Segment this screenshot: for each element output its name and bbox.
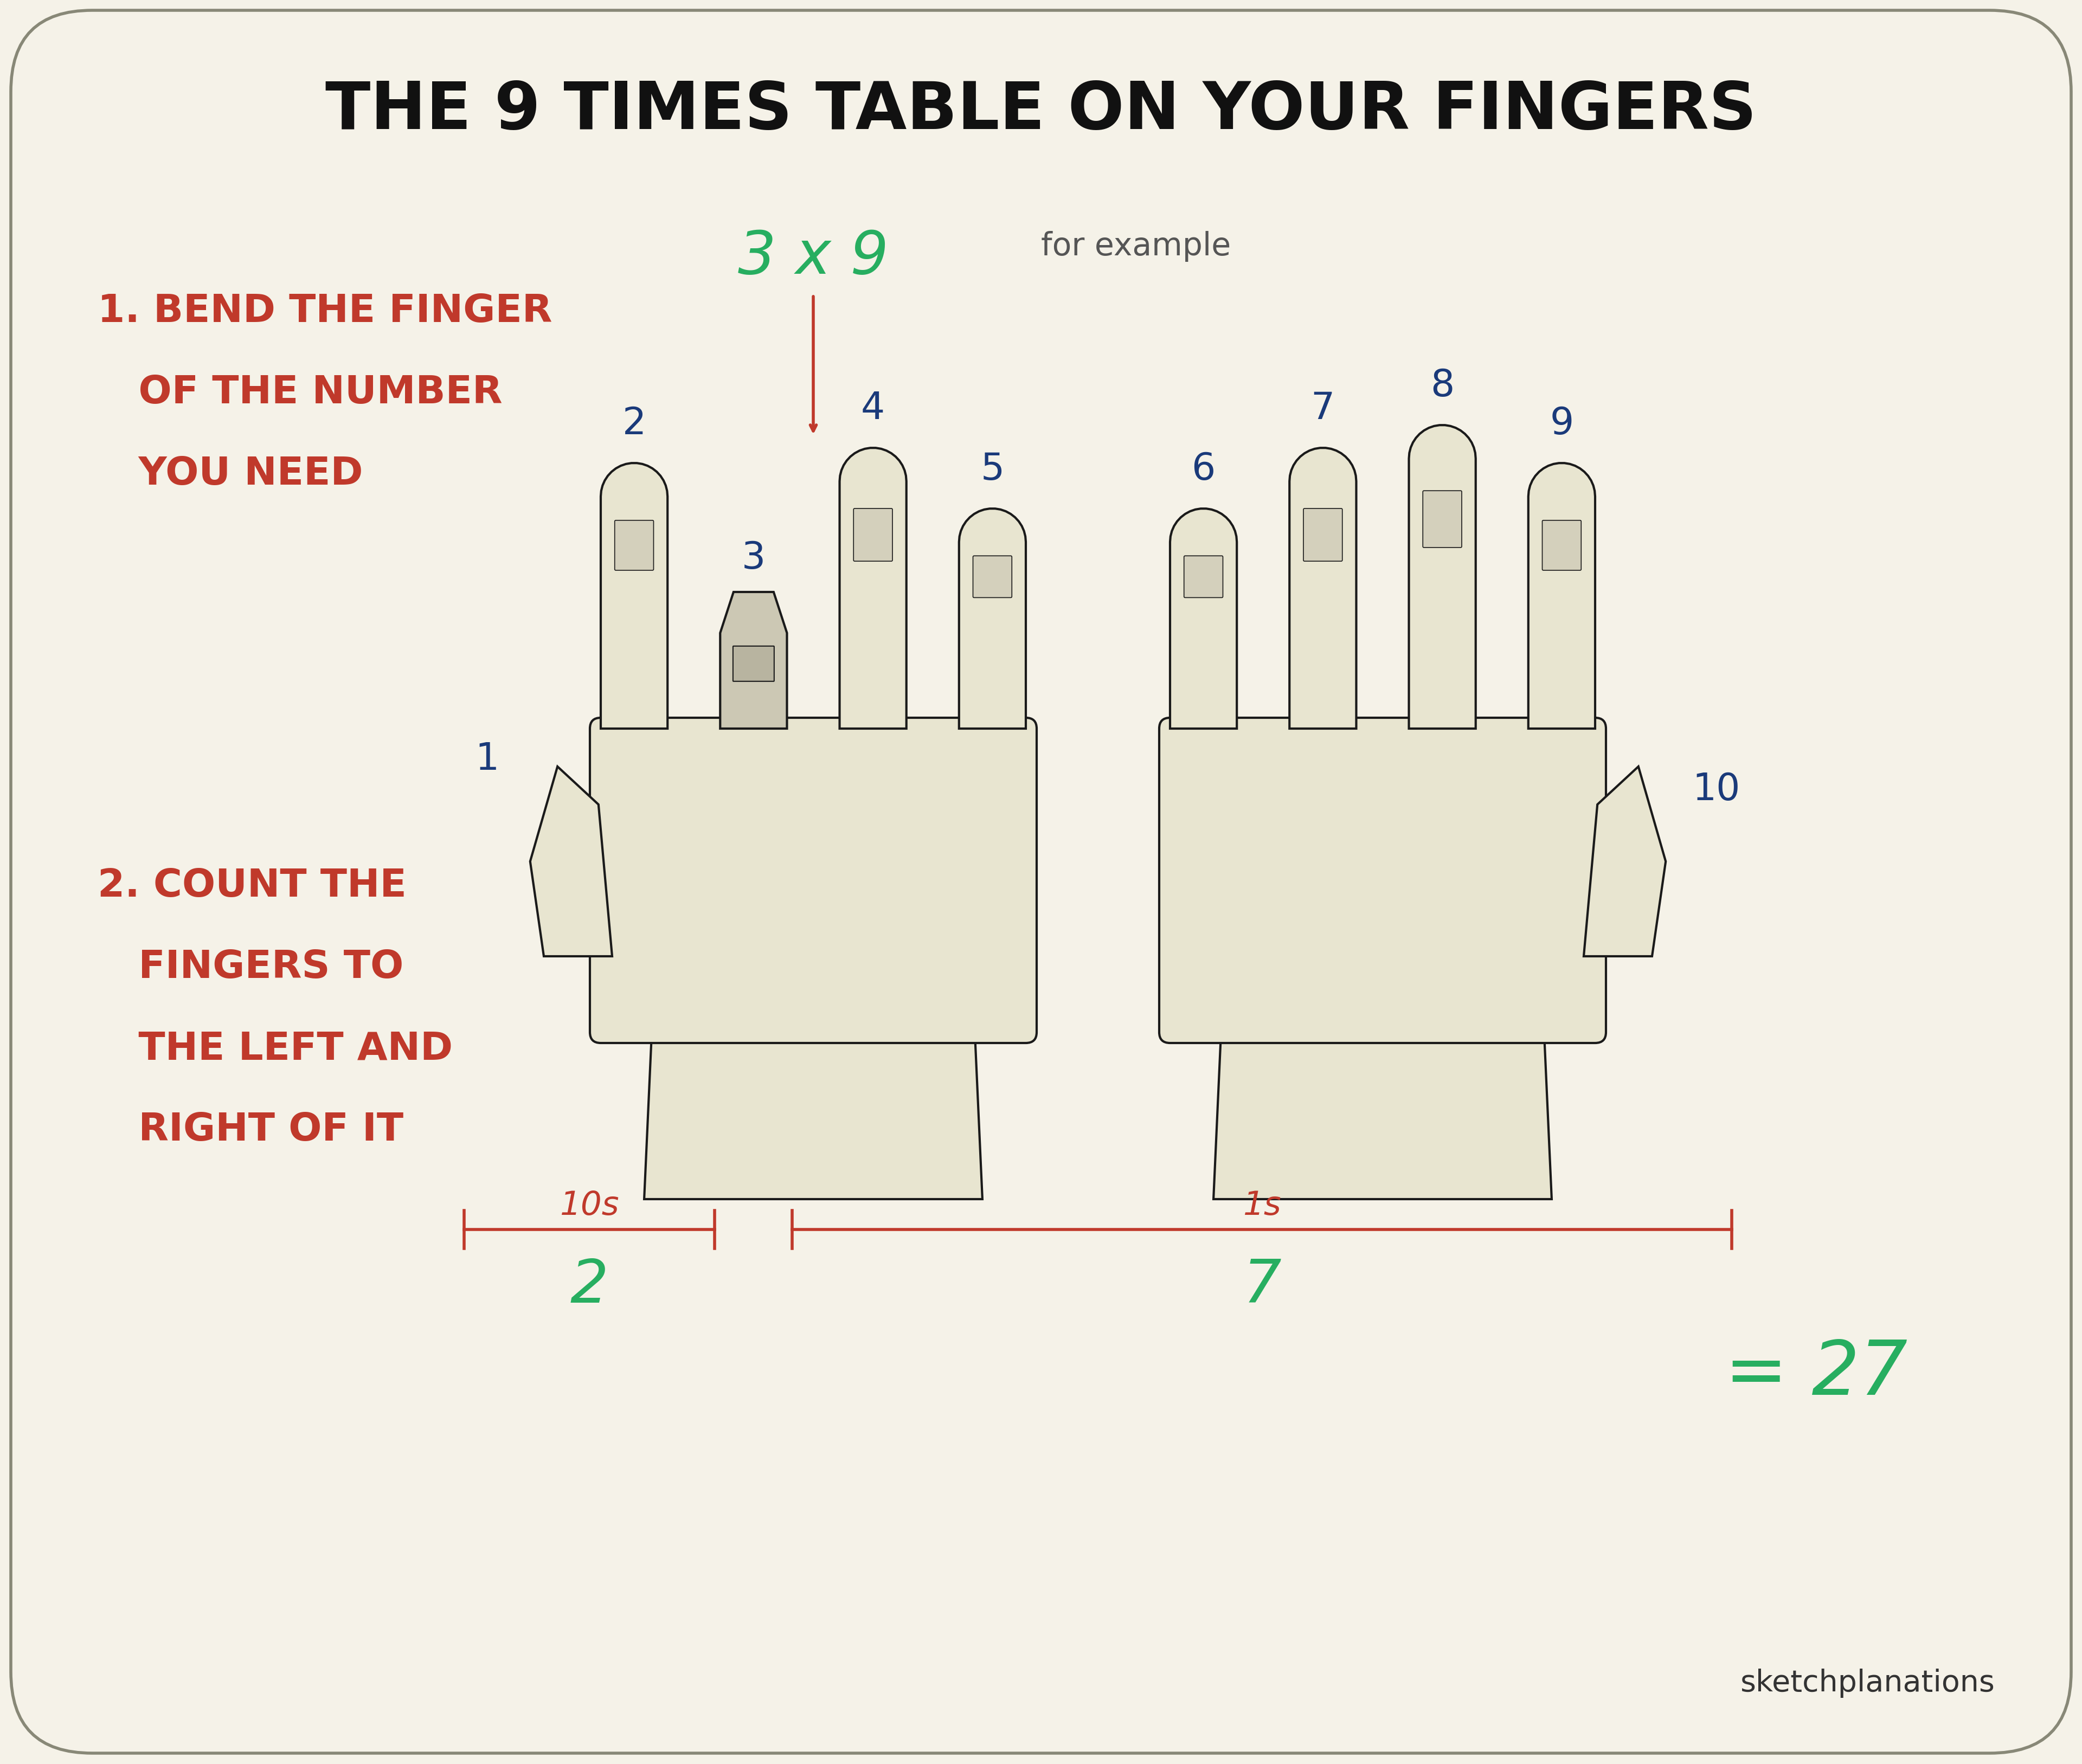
Polygon shape [839, 448, 906, 729]
Text: 3: 3 [741, 540, 766, 577]
FancyBboxPatch shape [589, 718, 1037, 1043]
Text: 5: 5 [981, 452, 1004, 487]
Polygon shape [1214, 1032, 1551, 1200]
FancyBboxPatch shape [10, 11, 2072, 1753]
Text: YOU NEED: YOU NEED [98, 455, 362, 492]
FancyBboxPatch shape [614, 520, 654, 572]
Text: 3 x 9: 3 x 9 [737, 228, 889, 286]
Polygon shape [720, 593, 787, 729]
Text: 2: 2 [570, 1256, 608, 1314]
Text: 2. COUNT THE: 2. COUNT THE [98, 868, 406, 905]
Polygon shape [1410, 425, 1476, 729]
Text: 1: 1 [475, 741, 500, 778]
Text: 7: 7 [1243, 1256, 1280, 1314]
FancyBboxPatch shape [1422, 490, 1462, 549]
Polygon shape [1584, 767, 1666, 956]
Text: 8: 8 [1430, 367, 1455, 404]
Polygon shape [643, 1032, 983, 1200]
FancyBboxPatch shape [1160, 718, 1605, 1043]
Text: 1. BEND THE FINGER: 1. BEND THE FINGER [98, 293, 552, 330]
Text: for example: for example [1041, 231, 1230, 263]
Text: = 27: = 27 [1724, 1337, 1907, 1411]
Text: 7: 7 [1312, 390, 1335, 427]
FancyBboxPatch shape [1303, 508, 1343, 561]
Text: RIGHT OF IT: RIGHT OF IT [98, 1111, 404, 1148]
Text: 1s: 1s [1243, 1189, 1280, 1221]
Text: 4: 4 [862, 390, 885, 427]
FancyBboxPatch shape [854, 508, 893, 561]
Polygon shape [1289, 448, 1355, 729]
FancyBboxPatch shape [733, 646, 775, 681]
FancyBboxPatch shape [1543, 520, 1580, 572]
Text: THE LEFT AND: THE LEFT AND [98, 1030, 452, 1067]
Text: sketchplanations: sketchplanations [1741, 1669, 1995, 1697]
FancyBboxPatch shape [1185, 556, 1222, 598]
FancyBboxPatch shape [972, 556, 1012, 598]
Polygon shape [1528, 464, 1595, 729]
Polygon shape [960, 510, 1026, 729]
Text: OF THE NUMBER: OF THE NUMBER [98, 374, 502, 411]
Polygon shape [1170, 510, 1237, 729]
Polygon shape [602, 464, 668, 729]
Text: 10: 10 [1693, 771, 1741, 808]
Polygon shape [531, 767, 612, 956]
Text: 6: 6 [1191, 452, 1216, 487]
Text: 10s: 10s [560, 1189, 618, 1221]
Text: 2: 2 [623, 406, 645, 441]
Text: 9: 9 [1549, 406, 1574, 441]
Text: FINGERS TO: FINGERS TO [98, 949, 404, 986]
Text: THE 9 TIMES TABLE ON YOUR FINGERS: THE 9 TIMES TABLE ON YOUR FINGERS [325, 79, 1757, 143]
